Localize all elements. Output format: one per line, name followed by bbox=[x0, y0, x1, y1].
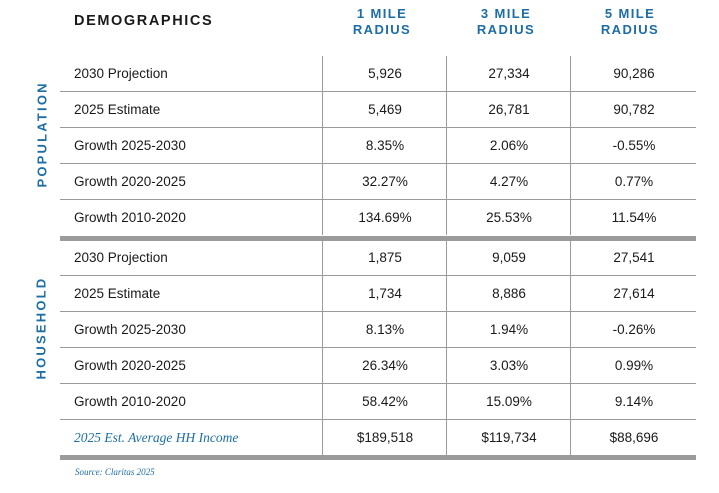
value-1-mile: 1,734 bbox=[322, 276, 447, 311]
row-label: 2025 Estimate bbox=[74, 102, 161, 117]
population-section: 2030 Projection 5,926 27,334 90,286 2025… bbox=[60, 56, 696, 236]
section-divider bbox=[60, 236, 696, 241]
table-row: Growth 2020-2025 32.27% 4.27% 0.77% bbox=[60, 164, 696, 200]
row-label: Growth 2025-2030 bbox=[74, 138, 186, 153]
row-label: Growth 2025-2030 bbox=[74, 322, 186, 337]
value-5-mile: $88,696 bbox=[570, 420, 697, 455]
population-section-label: POPULATION bbox=[34, 81, 50, 188]
value-1-mile: 26.34% bbox=[322, 348, 447, 383]
value-3-mile: 25.53% bbox=[446, 200, 571, 235]
row-label: 2025 Est. Average HH Income bbox=[74, 430, 239, 445]
table-row: 2030 Projection 5,926 27,334 90,286 bbox=[60, 56, 696, 92]
value-5-mile: 11.54% bbox=[570, 200, 697, 235]
table-row-income: 2025 Est. Average HH Income $189,518 $11… bbox=[60, 420, 696, 456]
household-section-label: HOUSEHOLD bbox=[33, 276, 49, 380]
row-label: Growth 2020-2025 bbox=[74, 174, 186, 189]
section-divider bbox=[60, 455, 696, 460]
table-header: DEMOGRAPHICS 1 MILE RADIUS 3 MILE RADIUS… bbox=[60, 0, 696, 54]
value-3-mile: 3.03% bbox=[446, 348, 571, 383]
column-header-line: 1 MILE bbox=[356, 6, 408, 21]
value-1-mile: 1,875 bbox=[322, 240, 447, 275]
row-label: 2030 Projection bbox=[74, 66, 168, 81]
row-label: 2030 Projection bbox=[74, 250, 168, 265]
value-5-mile: 0.99% bbox=[570, 348, 697, 383]
column-header-5-mile: 5 MILE RADIUS bbox=[570, 6, 690, 38]
value-5-mile: 0.77% bbox=[570, 164, 697, 199]
value-5-mile: 90,782 bbox=[570, 92, 697, 127]
value-1-mile: 5,926 bbox=[322, 56, 447, 91]
column-header-1-mile: 1 MILE RADIUS bbox=[322, 6, 442, 38]
value-3-mile: 8,886 bbox=[446, 276, 571, 311]
row-label: 2025 Estimate bbox=[74, 286, 161, 301]
table-row: 2025 Estimate 5,469 26,781 90,782 bbox=[60, 92, 696, 128]
column-header-line: RADIUS bbox=[600, 22, 660, 37]
table-row: Growth 2020-2025 26.34% 3.03% 0.99% bbox=[60, 348, 696, 384]
table-row: Growth 2025-2030 8.35% 2.06% -0.55% bbox=[60, 128, 696, 164]
value-3-mile: 26,781 bbox=[446, 92, 571, 127]
value-1-mile: 8.35% bbox=[322, 128, 447, 163]
value-5-mile: 27,541 bbox=[570, 240, 697, 275]
column-header-3-mile: 3 MILE RADIUS bbox=[446, 6, 566, 38]
row-label: Growth 2010-2020 bbox=[74, 210, 186, 225]
value-5-mile: 90,286 bbox=[570, 56, 697, 91]
table-row: Growth 2010-2020 58.42% 15.09% 9.14% bbox=[60, 384, 696, 420]
value-5-mile: -0.55% bbox=[570, 128, 697, 163]
value-3-mile: $119,734 bbox=[446, 420, 571, 455]
value-1-mile: 5,469 bbox=[322, 92, 447, 127]
household-section: 2030 Projection 1,875 9,059 27,541 2025 … bbox=[60, 240, 696, 456]
table-row: Growth 2010-2020 134.69% 25.53% 11.54% bbox=[60, 200, 696, 236]
value-3-mile: 27,334 bbox=[446, 56, 571, 91]
value-1-mile: 58.42% bbox=[322, 384, 447, 419]
value-5-mile: 9.14% bbox=[570, 384, 697, 419]
column-header-line: 3 MILE bbox=[480, 6, 532, 21]
value-3-mile: 2.06% bbox=[446, 128, 571, 163]
row-label: Growth 2010-2020 bbox=[74, 394, 186, 409]
value-3-mile: 15.09% bbox=[446, 384, 571, 419]
table-title: DEMOGRAPHICS bbox=[74, 13, 214, 29]
value-5-mile: 27,614 bbox=[570, 276, 697, 311]
value-1-mile: 134.69% bbox=[322, 200, 447, 235]
column-header-line: 5 MILE bbox=[604, 6, 656, 21]
table-row: 2025 Estimate 1,734 8,886 27,614 bbox=[60, 276, 696, 312]
row-label: Growth 2020-2025 bbox=[74, 358, 186, 373]
value-3-mile: 1.94% bbox=[446, 312, 571, 347]
value-1-mile: 8.13% bbox=[322, 312, 447, 347]
source-note: Source: Claritas 2025 bbox=[75, 467, 155, 477]
table-row: Growth 2025-2030 8.13% 1.94% -0.26% bbox=[60, 312, 696, 348]
column-header-line: RADIUS bbox=[476, 22, 536, 37]
value-1-mile: $189,518 bbox=[322, 420, 447, 455]
table-row: 2030 Projection 1,875 9,059 27,541 bbox=[60, 240, 696, 276]
value-5-mile: -0.26% bbox=[570, 312, 697, 347]
value-1-mile: 32.27% bbox=[322, 164, 447, 199]
value-3-mile: 9,059 bbox=[446, 240, 571, 275]
column-header-line: RADIUS bbox=[352, 22, 412, 37]
value-3-mile: 4.27% bbox=[446, 164, 571, 199]
